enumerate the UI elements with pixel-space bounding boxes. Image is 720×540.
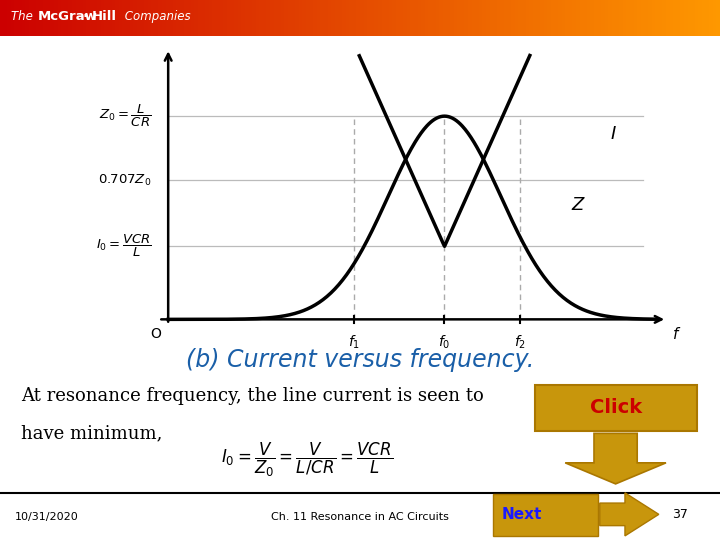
Text: $I_0 = \dfrac{V}{Z_0} = \dfrac{V}{L/CR} = \dfrac{VCR}{L}$: $I_0 = \dfrac{V}{Z_0} = \dfrac{V}{L/CR} … (221, 441, 393, 479)
Text: Click: Click (590, 398, 642, 417)
Text: $f_1$: $f_1$ (348, 334, 360, 351)
Text: have minimum,: have minimum, (21, 424, 163, 442)
Text: Ch. 11 Resonance in AC Circuits: Ch. 11 Resonance in AC Circuits (271, 512, 449, 522)
Text: At resonance frequency, the line current is seen to: At resonance frequency, the line current… (21, 387, 484, 405)
Text: ·: · (83, 9, 89, 24)
Text: Hill: Hill (92, 10, 117, 23)
Text: Companies: Companies (121, 10, 191, 23)
Text: $0.707Z_0$: $0.707Z_0$ (99, 172, 152, 187)
Text: (b) Current versus frequency.: (b) Current versus frequency. (186, 348, 534, 373)
Text: $I$: $I$ (610, 125, 616, 144)
Text: McGraw: McGraw (37, 10, 97, 23)
Text: The: The (11, 10, 37, 23)
FancyBboxPatch shape (493, 494, 598, 536)
Text: 37: 37 (672, 508, 688, 521)
Text: $I_0 = \dfrac{VCR}{L}$: $I_0 = \dfrac{VCR}{L}$ (96, 233, 152, 260)
Polygon shape (565, 433, 666, 484)
Text: 10/31/2020: 10/31/2020 (14, 512, 78, 522)
Text: O: O (150, 327, 161, 341)
Text: $f$: $f$ (672, 326, 681, 342)
Text: $f_0$: $f_0$ (438, 334, 451, 351)
Text: Next: Next (502, 507, 542, 522)
Text: $Z$: $Z$ (572, 195, 587, 214)
FancyBboxPatch shape (534, 385, 697, 431)
Text: $Z_0 = \dfrac{L}{CR}$: $Z_0 = \dfrac{L}{CR}$ (99, 103, 152, 129)
Text: $f_2$: $f_2$ (514, 334, 526, 351)
Polygon shape (600, 493, 659, 536)
